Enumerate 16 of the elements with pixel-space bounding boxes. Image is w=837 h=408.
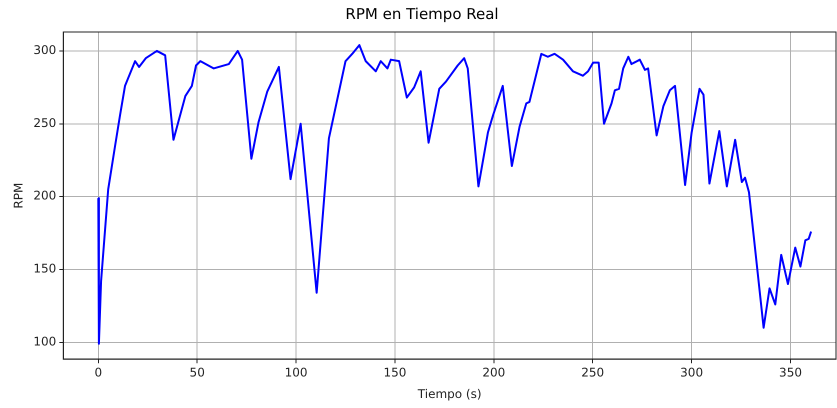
y-tick-label: 200	[33, 188, 56, 203]
y-tick-label: 100	[33, 334, 56, 348]
x-tick-label: 150	[384, 366, 406, 380]
x-tick-label: 0	[94, 366, 102, 380]
x-axis-title: Tiempo (s)	[416, 386, 482, 401]
y-tick-label: 300	[33, 43, 56, 58]
x-tick-label: 350	[779, 366, 802, 380]
x-tick-label: 50	[190, 366, 205, 380]
y-tick-label: 150	[33, 262, 56, 276]
chart-title: RPM en Tiempo Real	[345, 4, 499, 23]
y-axis-title: RPM	[11, 182, 26, 209]
x-tick-label: 100	[284, 366, 308, 380]
x-tick-label: 300	[680, 366, 704, 380]
y-tick-label: 250	[33, 116, 56, 130]
x-tick-label: 250	[581, 366, 604, 380]
x-tick-label: 200	[482, 366, 506, 380]
